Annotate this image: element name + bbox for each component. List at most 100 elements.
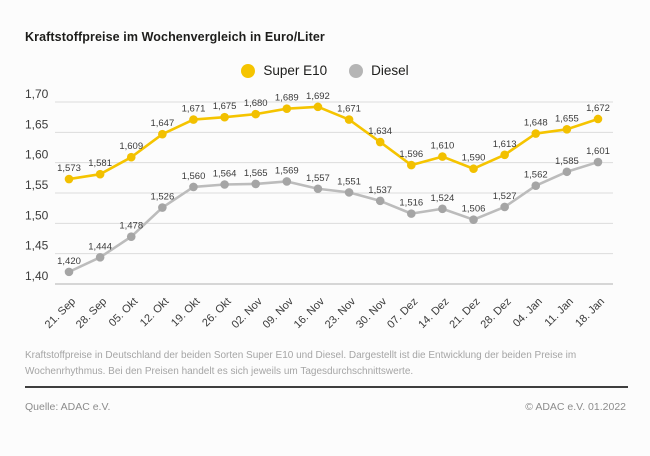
x-axis-label: 26. Okt	[200, 296, 234, 330]
diesel-value-label: 1,420	[57, 256, 81, 267]
diesel-value-label: 1,524	[431, 193, 455, 204]
diesel-line	[67, 160, 600, 274]
diesel-data-point	[375, 196, 385, 206]
diesel-data-point	[500, 202, 509, 212]
super-e10-value-label: 1,655	[555, 113, 579, 124]
super-e10-data-point	[593, 114, 603, 124]
diesel-data-point	[220, 180, 229, 189]
super-e10-value-label: 1,648	[524, 118, 548, 129]
super-e10-value-label: 1,680	[244, 98, 268, 109]
diesel-data-point	[158, 203, 167, 212]
x-axis-label: 07. Dez	[385, 296, 420, 331]
super-e10-data-point	[189, 115, 198, 124]
x-axis-label: 21. Sep	[43, 296, 78, 331]
x-axis-label: 09. Nov	[261, 295, 297, 331]
super-e10-data-point	[500, 150, 509, 160]
source-label: Quelle: ADAC e.V.	[25, 401, 111, 413]
super-e10-value-label: 1,573	[57, 163, 81, 174]
diesel-value-label: 1,569	[275, 165, 299, 176]
x-axis-label: 14. Dez	[416, 296, 451, 331]
super-e10-data-point	[438, 152, 447, 161]
diesel-data-point	[251, 179, 261, 189]
y-axis-label: 1,45	[25, 239, 49, 253]
super-e10-data-point	[95, 169, 105, 179]
super-e10-value-label: 1,672	[586, 103, 610, 114]
x-axis-label: 05. Okt	[107, 296, 141, 330]
y-axis-label: 1,55	[25, 178, 49, 192]
super-e10-value-label: 1,581	[88, 158, 112, 169]
diesel-value-label: 1,516	[399, 198, 423, 209]
super-e10-value-label: 1,610	[431, 141, 455, 152]
super-e10-value-label: 1,647	[150, 118, 174, 129]
diesel-data-point	[562, 167, 572, 177]
separator-line	[25, 386, 628, 388]
diesel-data-point	[95, 253, 105, 262]
diesel-data-point	[189, 182, 198, 192]
x-axis-label: 28. Sep	[74, 296, 109, 331]
super-e10-value-label: 1,590	[462, 153, 486, 164]
super-e10-data-point	[220, 112, 229, 122]
diesel-value-label: 1,527	[493, 191, 517, 202]
diesel-value-label: 1,551	[337, 176, 361, 187]
x-axis-label: 02. Nov	[230, 295, 266, 331]
super-e10-value-label: 1,613	[493, 139, 517, 150]
super-e10-data-point	[251, 109, 261, 119]
chart-description: Kraftstoffpreise in Deutschland der beid…	[25, 350, 577, 377]
diesel-value-label: 1,565	[244, 168, 268, 179]
super-e10-data-point	[126, 152, 136, 162]
x-axis-label: 16. Nov	[292, 295, 328, 331]
diesel-data-point	[469, 215, 478, 224]
super-e10-data-point	[344, 115, 354, 124]
super-e10-data-point	[531, 129, 541, 138]
x-axis-label: 18. Jan	[573, 296, 607, 330]
x-axis-label: 11. Jan	[543, 296, 576, 329]
legend-label-diesel: Diesel	[371, 63, 409, 78]
super-e10-value-label: 1,689	[275, 93, 299, 104]
super-e10-data-point	[469, 164, 478, 174]
x-axis-label: 04. Jan	[511, 296, 545, 330]
diesel-value-label: 1,564	[213, 169, 237, 180]
diesel-value-label: 1,601	[586, 146, 610, 157]
y-axis-label: 1,60	[25, 148, 49, 162]
super-e10-data-point	[313, 102, 323, 112]
diesel-data-point	[593, 157, 603, 167]
source-row: Quelle: ADAC e.V. © ADAC e.V. 01.2022	[25, 401, 626, 413]
diesel-value-label: 1,557	[306, 173, 330, 184]
y-axis-label: 1,40	[25, 269, 49, 283]
x-axis-label: 23. Nov	[323, 295, 359, 331]
legend-item-super-e10: Super E10	[241, 63, 327, 78]
diesel-value-label: 1,478	[119, 221, 143, 232]
super-e10-data-point	[282, 104, 292, 113]
copyright-label: © ADAC e.V. 01.2022	[525, 401, 626, 413]
diesel-data-point	[313, 184, 323, 194]
diesel-value-label: 1,560	[182, 171, 206, 182]
diesel-data-point	[64, 267, 74, 277]
y-axis-label: 1,65	[25, 117, 49, 131]
x-axis-label: 28. Dez	[478, 296, 513, 331]
super-e10-dot-icon	[241, 63, 256, 78]
diesel-data-point	[282, 177, 292, 186]
super-e10-data-point	[562, 125, 572, 134]
x-axis-label: 12. Okt	[138, 296, 172, 330]
legend-item-diesel: Diesel	[349, 63, 409, 78]
x-axis-label: 21. Dez	[447, 296, 482, 331]
diesel-value-label: 1,506	[462, 204, 486, 215]
chart-legend: Super E10 Diesel	[0, 63, 650, 78]
diesel-value-label: 1,585	[555, 156, 579, 167]
legend-label-super-e10: Super E10	[263, 63, 328, 78]
diesel-data-point	[438, 204, 447, 214]
super-e10-value-label: 1,596	[399, 149, 423, 160]
x-axis-label: 30. Nov	[354, 295, 390, 331]
super-e10-value-label: 1,675	[213, 101, 237, 112]
y-axis-label: 1,50	[25, 208, 49, 222]
super-e10-value-label: 1,692	[306, 91, 330, 102]
diesel-value-label: 1,526	[150, 192, 174, 203]
diesel-value-label: 1,444	[88, 241, 112, 252]
super-e10-value-label: 1,609	[119, 141, 143, 152]
x-axis-label: 19. Okt	[169, 296, 203, 330]
super-e10-value-label: 1,671	[182, 104, 206, 115]
super-e10-data-point	[64, 174, 74, 184]
diesel-value-label: 1,562	[524, 170, 548, 181]
super-e10-data-point	[375, 137, 385, 147]
diesel-data-point	[126, 232, 136, 241]
